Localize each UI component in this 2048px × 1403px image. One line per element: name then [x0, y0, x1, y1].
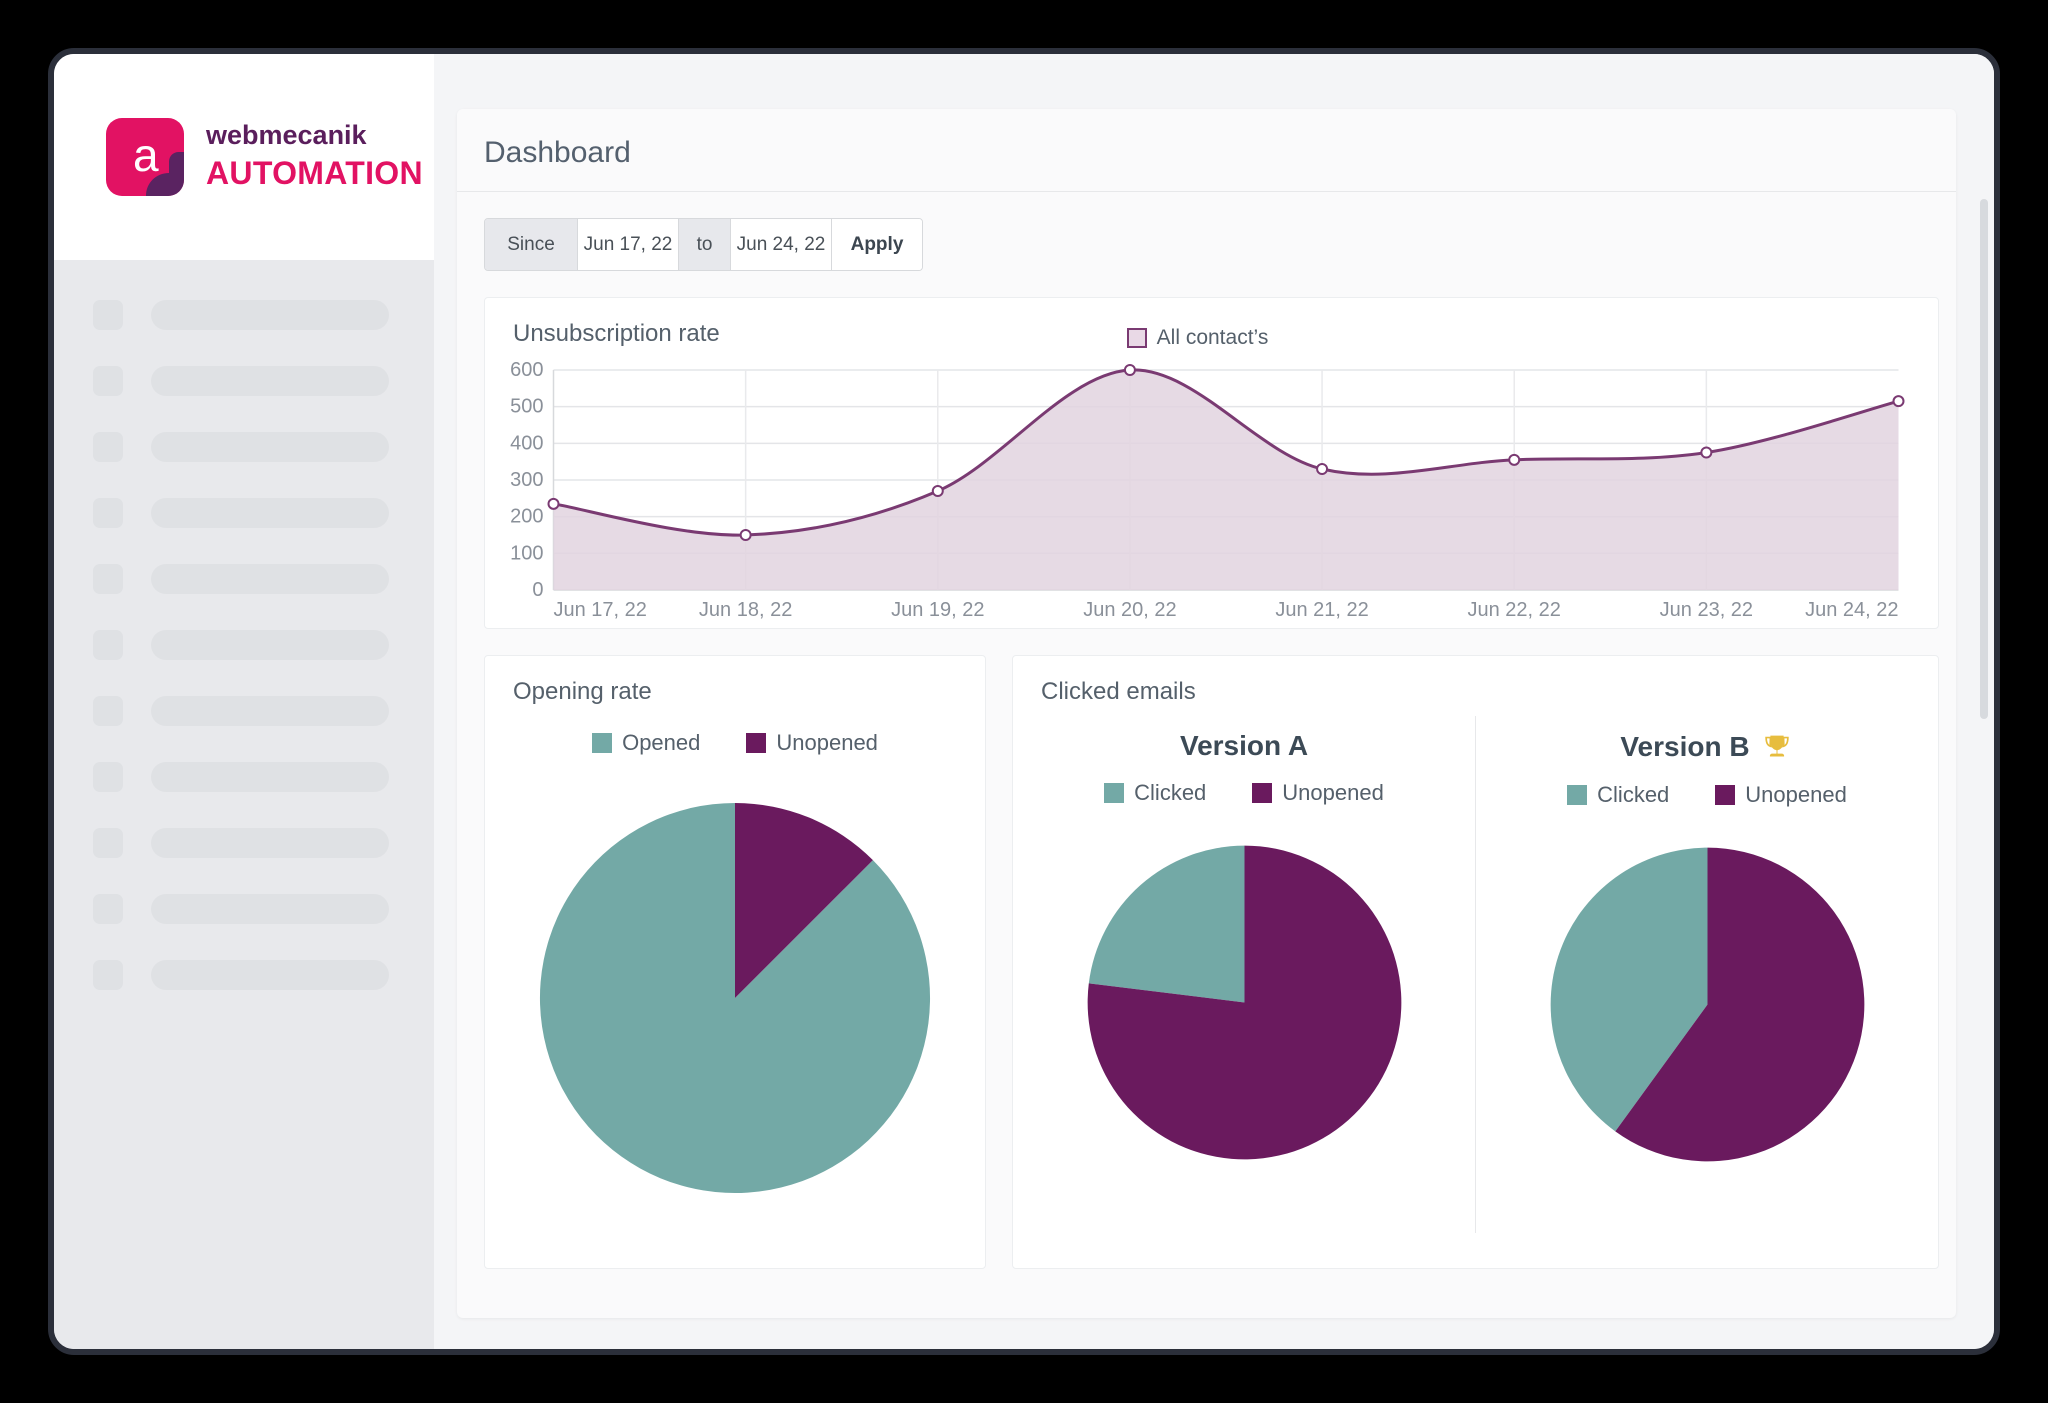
svg-text:Jun 21, 22: Jun 21, 22 [1275, 599, 1368, 621]
svg-text:Jun 18, 22: Jun 18, 22 [699, 599, 792, 621]
svg-text:600: 600 [510, 359, 543, 381]
svg-text:400: 400 [510, 432, 543, 454]
svg-text:200: 200 [510, 506, 543, 528]
svg-text:0: 0 [532, 579, 543, 601]
svg-text:Jun 19, 22: Jun 19, 22 [891, 599, 984, 621]
svg-text:Jun 17, 22: Jun 17, 22 [554, 599, 647, 621]
svg-text:Jun 24, 22: Jun 24, 22 [1805, 599, 1898, 621]
svg-text:500: 500 [510, 396, 543, 418]
svg-text:300: 300 [510, 469, 543, 491]
svg-text:Jun 20, 22: Jun 20, 22 [1083, 599, 1176, 621]
svg-text:Jun 23, 22: Jun 23, 22 [1660, 599, 1753, 621]
svg-text:100: 100 [510, 542, 543, 564]
svg-text:a: a [133, 129, 159, 181]
svg-text:Jun 22, 22: Jun 22, 22 [1467, 599, 1560, 621]
